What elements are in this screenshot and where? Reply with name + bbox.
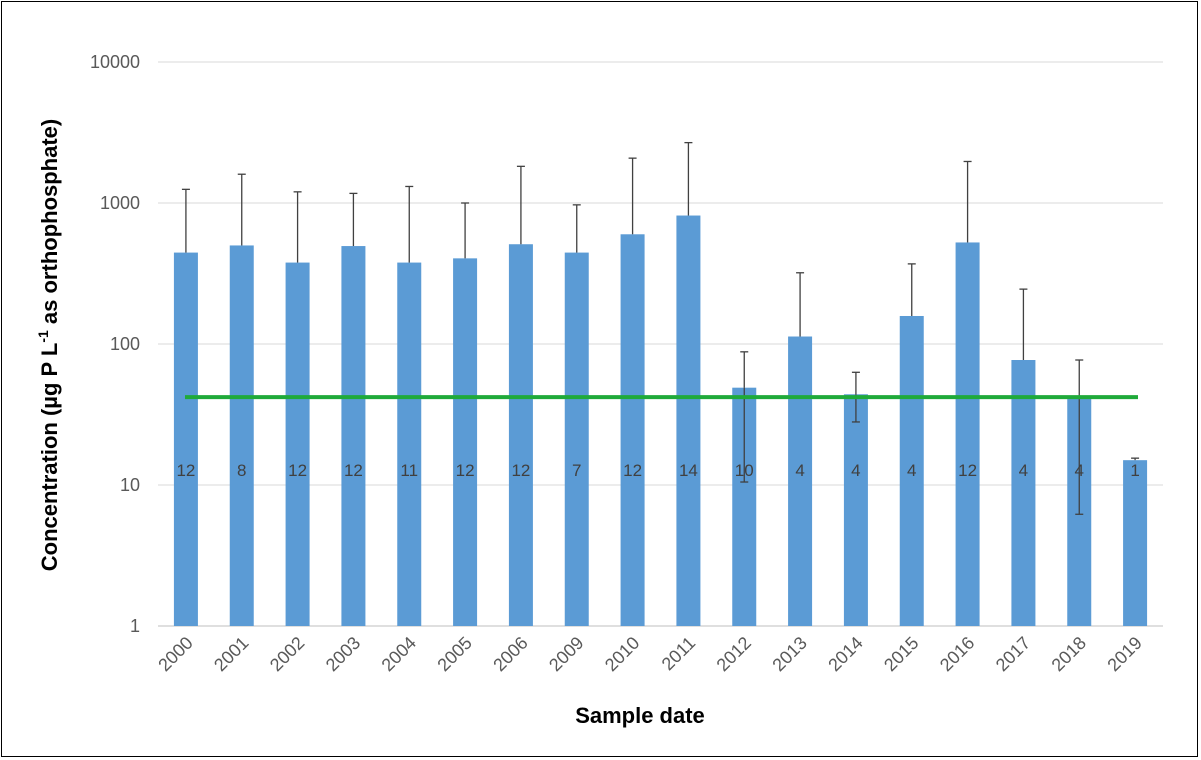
x-tick-label: 2018 [1048,633,1090,675]
count-label: 4 [1075,461,1084,480]
x-tick-label: 2001 [210,633,252,675]
bar [173,252,198,626]
count-label: 14 [679,461,698,480]
bar [955,242,980,627]
count-label: 12 [623,461,642,480]
y-tick-label: 100 [110,334,140,354]
count-label: 4 [907,461,916,480]
x-tick-label: 2016 [936,633,978,675]
x-tick-label: 2000 [154,633,196,675]
x-tick-label: 2009 [545,633,587,675]
bar [620,234,645,626]
count-label: 12 [176,461,195,480]
bar [564,252,589,626]
bar [788,336,813,626]
count-label: 7 [572,461,581,480]
bar [397,262,422,626]
bar [899,315,924,626]
y-tick-labels: 1 10 100 1000 10000 [90,52,140,636]
count-label: 12 [958,461,977,480]
count-label: 4 [795,461,804,480]
y-tick-label: 10000 [90,52,140,72]
bar [1011,360,1036,626]
bar [453,258,478,626]
x-tick-label: 2006 [489,633,531,675]
bar [1123,460,1148,626]
y-axis-title-superscript: -1 [35,330,51,343]
x-tick-label: 2014 [824,633,866,675]
count-labels: 12 8 12 12 11 12 12 7 12 14 10 4 4 4 12 4 4 1 [176,461,1139,480]
bars [173,215,1148,627]
error-bars [181,141,1140,515]
x-tick-label: 2010 [601,633,643,675]
count-label: 4 [1019,461,1028,480]
bar [843,394,868,626]
y-tick-label: 1 [130,616,140,636]
grid-lines [158,61,1163,627]
count-label: 8 [237,461,246,480]
count-label: 11 [400,461,418,480]
y-tick-label: 1000 [100,193,140,213]
count-label: 4 [851,461,860,480]
x-tick-label: 2012 [713,633,755,675]
bar [229,245,254,626]
x-tick-label: 2011 [658,633,700,675]
y-axis-title: Concentration (µg P L-1 as orthophosphat… [35,119,62,572]
y-tick-label: 10 [120,475,140,495]
count-label: 12 [288,461,307,480]
x-tick-labels: 2000 2001 2002 2003 2004 2005 2006 2009 2010 2011… [154,633,1146,675]
y-axis-title-main: Concentration (µg P L [37,343,62,572]
bar [285,262,310,626]
x-tick-label: 2003 [322,633,364,675]
count-label: 12 [511,461,530,480]
x-tick-label: 2013 [768,633,810,675]
count-label: 1 [1130,461,1139,480]
count-label: 12 [344,461,363,480]
x-tick-label: 2002 [266,633,308,675]
bar [341,246,366,626]
x-tick-label: 2017 [992,633,1034,675]
x-tick-label: 2019 [1103,633,1145,675]
x-tick-label: 2005 [433,633,475,675]
x-tick-label: 2015 [880,633,922,675]
bar [676,215,701,626]
bar [508,244,533,626]
count-label: 12 [456,461,475,480]
x-axis-title: Sample date [575,703,705,728]
count-label: 10 [735,461,754,480]
x-tick-label: 2004 [378,633,420,675]
y-axis-title-tail: as orthophosphate) [37,119,62,330]
